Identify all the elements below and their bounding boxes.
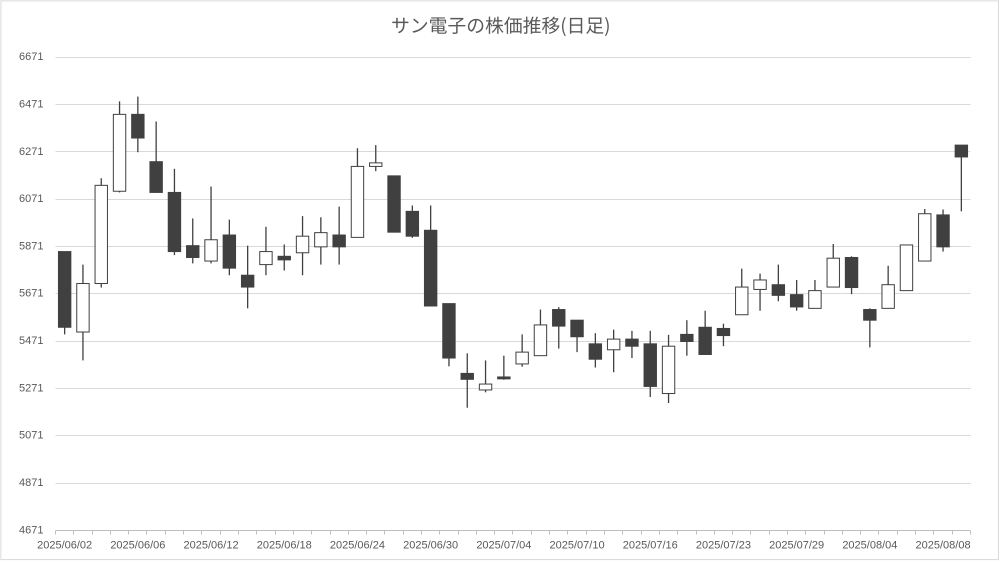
svg-text:2025/06/12: 2025/06/12 [184, 540, 239, 552]
svg-text:2025/07/04: 2025/07/04 [476, 540, 531, 552]
svg-text:5071: 5071 [19, 430, 43, 442]
svg-text:2025/07/10: 2025/07/10 [550, 540, 605, 552]
svg-text:2025/06/18: 2025/06/18 [257, 540, 312, 552]
svg-text:2025/08/08: 2025/08/08 [916, 540, 971, 552]
svg-text:2025/06/24: 2025/06/24 [330, 540, 385, 552]
svg-text:5871: 5871 [19, 240, 43, 252]
svg-text:6471: 6471 [19, 98, 43, 110]
svg-text:2025/07/23: 2025/07/23 [696, 540, 751, 552]
svg-text:5471: 5471 [19, 335, 43, 347]
svg-text:4671: 4671 [19, 524, 43, 536]
svg-text:2025/06/06: 2025/06/06 [110, 540, 165, 552]
svg-text:4871: 4871 [19, 477, 43, 489]
svg-text:5671: 5671 [19, 288, 43, 300]
svg-text:2025/07/16: 2025/07/16 [623, 540, 678, 552]
svg-text:6071: 6071 [19, 193, 43, 205]
svg-text:2025/06/02: 2025/06/02 [37, 540, 92, 552]
svg-text:5271: 5271 [19, 382, 43, 394]
svg-text:2025/06/30: 2025/06/30 [403, 540, 458, 552]
svg-text:6271: 6271 [19, 146, 43, 158]
svg-text:2025/07/29: 2025/07/29 [769, 540, 824, 552]
svg-text:2025/08/04: 2025/08/04 [842, 540, 897, 552]
svg-text:6671: 6671 [19, 51, 43, 63]
